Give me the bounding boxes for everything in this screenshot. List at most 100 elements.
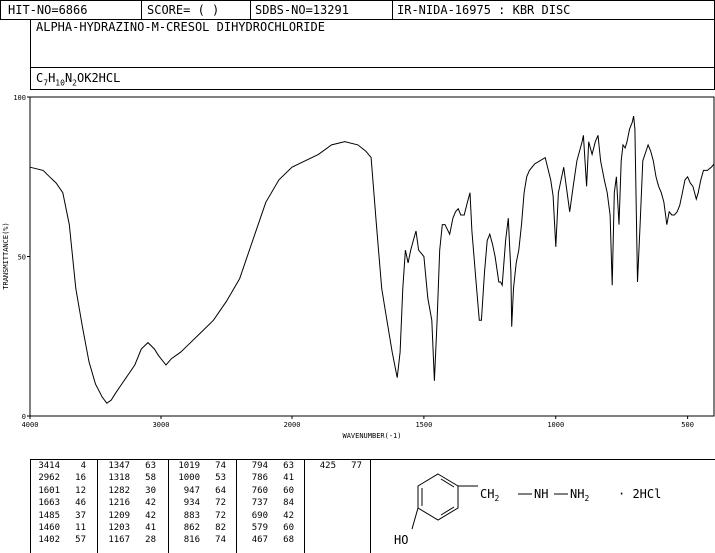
peak-transmittance: 60 [283, 522, 294, 533]
hit-number: HIT-NO=6866 [8, 3, 88, 17]
peak-row: 760 60 [238, 485, 294, 497]
x-axis: 4000 3000 2000 1500 1000 500 [22, 416, 694, 429]
chemical-structure: HO CH2 NH NH2 · 2HCl [394, 473, 661, 547]
peak-transmittance: 11 [75, 522, 86, 533]
peak-transmittance: 28 [145, 535, 156, 546]
peak-row: 3414 4 [30, 460, 86, 472]
x-axis-label: WAVENUMBER(-1) [342, 432, 401, 440]
peak-column-divider [304, 460, 305, 553]
score: SCORE= ( ) [147, 3, 220, 17]
peak-row: 862 82 [170, 522, 226, 534]
header-divider [250, 1, 251, 20]
peak-transmittance: 41 [145, 522, 156, 533]
peak-column: 794 63 786 41 760 60 737 84 690 42 579 60 467 68 [238, 460, 294, 547]
peak-transmittance: 42 [145, 498, 156, 509]
peak-transmittance: 63 [283, 461, 294, 471]
x-tick-label: 500 [681, 421, 694, 429]
peak-wavenumber: 816 [183, 535, 200, 546]
peak-wavenumber: 1209 [108, 510, 130, 521]
peak-row: 1663 46 [30, 497, 86, 509]
compound-info-panel: ALPHA-HYDRAZINO-M-CRESOL DIHYDROCHLORIDE… [30, 19, 715, 90]
peak-transmittance: 64 [215, 485, 226, 496]
y-tick-label: 50 [18, 254, 26, 262]
peak-transmittance: 42 [283, 510, 294, 521]
peak-row: 816 74 [170, 534, 226, 546]
peak-column: 1019 74 1000 53 947 64 934 72 883 72 862 82 816 74 [170, 460, 226, 547]
nh2-label: NH2 [570, 487, 589, 503]
peak-transmittance: 82 [215, 522, 226, 533]
sdbs-number: SDBS-NO=13291 [255, 3, 349, 17]
peak-row: 467 68 [238, 534, 294, 546]
peak-wavenumber: 1460 [38, 522, 60, 533]
x-tick-label: 4000 [22, 421, 39, 429]
peak-column: 425 77 [306, 460, 362, 472]
peak-wavenumber: 883 [183, 510, 200, 521]
peak-column: 3414 4 2962 16 1601 12 1663 46 1485 37 1460 11 1402 5… [30, 460, 86, 547]
transmittance-curve [29, 115, 715, 404]
peak-transmittance: 60 [283, 485, 294, 496]
x-tick-label: 1500 [415, 421, 432, 429]
peak-row: 1167 28 [100, 534, 156, 546]
peak-wavenumber: 1019 [178, 461, 200, 471]
peak-wavenumber: 690 [251, 510, 268, 521]
x-tick-label: 2000 [284, 421, 301, 429]
nh-label: NH [534, 487, 548, 501]
ir-spectrum-chart: 0 50 100 4000 3000 2000 1500 1000 500 WAVENUMBE… [2, 94, 715, 440]
peak-row: 1216 42 [100, 497, 156, 509]
peak-row: 1402 57 [30, 534, 86, 546]
peak-wavenumber: 794 [251, 461, 268, 471]
x-tick-label: 1000 [547, 421, 564, 429]
peak-transmittance: 41 [283, 473, 294, 484]
peak-wavenumber: 760 [251, 485, 268, 496]
peak-transmittance: 16 [75, 473, 86, 484]
peak-column-divider [370, 460, 371, 553]
peak-wavenumber: 1663 [38, 498, 60, 509]
peak-wavenumber: 1347 [108, 461, 130, 471]
peak-transmittance: 77 [351, 461, 362, 471]
peak-row: 1282 30 [100, 485, 156, 497]
peak-transmittance: 57 [75, 535, 86, 546]
peak-wavenumber: 947 [183, 485, 200, 496]
peak-column-divider [168, 460, 169, 553]
peak-wavenumber: 1402 [38, 535, 60, 546]
salt-label: · 2HCl [618, 487, 661, 501]
peak-row: 1019 74 [170, 460, 226, 472]
peak-transmittance: 58 [145, 473, 156, 484]
peak-wavenumber: 1601 [38, 485, 60, 496]
peak-transmittance: 74 [215, 535, 226, 546]
x-tick-label: 3000 [153, 421, 170, 429]
peak-column-divider [97, 460, 98, 553]
peak-wavenumber: 3414 [38, 461, 60, 471]
peak-row: 1601 12 [30, 485, 86, 497]
peak-transmittance: 74 [215, 461, 226, 471]
peak-transmittance: 37 [75, 510, 86, 521]
peak-row: 794 63 [238, 460, 294, 472]
peak-transmittance: 72 [215, 510, 226, 521]
peak-transmittance: 30 [145, 485, 156, 496]
y-tick-label: 0 [22, 413, 26, 421]
peak-row: 1209 42 [100, 510, 156, 522]
peak-transmittance: 84 [283, 498, 294, 509]
molecular-formula: C7H10N2OK2HCL [36, 71, 121, 88]
methylene-label: CH2 [480, 487, 499, 503]
benzene-ring [411, 473, 568, 530]
peak-wavenumber: 467 [251, 535, 268, 546]
peak-wavenumber: 1216 [108, 498, 130, 509]
peak-row: 1485 37 [30, 510, 86, 522]
peak-row: 1000 53 [170, 472, 226, 484]
peak-wavenumber: 786 [251, 473, 268, 484]
peak-wavenumber: 1167 [108, 535, 130, 546]
peak-transmittance: 42 [145, 510, 156, 521]
formula-divider [31, 67, 714, 68]
peak-transmittance: 63 [145, 461, 156, 471]
peak-wavenumber: 579 [251, 522, 268, 533]
peak-wavenumber: 425 [319, 461, 336, 471]
peak-row: 2962 16 [30, 472, 86, 484]
peak-row: 934 72 [170, 497, 226, 509]
peak-transmittance: 46 [75, 498, 86, 509]
peak-transmittance: 12 [75, 485, 86, 496]
peak-wavenumber: 737 [251, 498, 268, 509]
compound-name: ALPHA-HYDRAZINO-M-CRESOL DIHYDROCHLORIDE [36, 20, 325, 34]
peak-column-divider [236, 460, 237, 553]
peak-row: 425 77 [306, 460, 362, 472]
